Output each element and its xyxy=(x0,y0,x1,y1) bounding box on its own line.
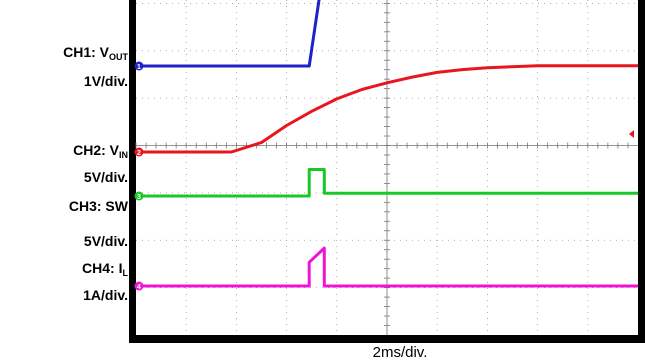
ch1-sub: OUT xyxy=(109,52,128,62)
trigger-level-icon xyxy=(629,130,634,138)
ch3-prefix: CH3: SW xyxy=(68,198,128,214)
ch2-marker-icon: 2 xyxy=(134,147,144,157)
ch2-name: CH2: VIN xyxy=(73,142,128,160)
ch2-scale: 5V/div. xyxy=(83,169,128,185)
trace-ch1 xyxy=(136,0,321,68)
ch2-sub: IN xyxy=(119,150,128,160)
ch1-prefix: CH1: V xyxy=(63,44,109,60)
scope-traces xyxy=(136,0,638,288)
trace-ch2 xyxy=(136,64,638,154)
ch2-marker-number: 2 xyxy=(137,150,141,157)
trace-ch4 xyxy=(136,246,638,288)
ch4-sub: L xyxy=(122,268,129,278)
ch1-marker-icon: 1 xyxy=(134,61,144,71)
ch1-name: CH1: VOUT xyxy=(63,44,128,62)
ch3-marker-dot xyxy=(134,191,144,201)
ch4-marker-dot xyxy=(134,281,144,291)
ch4-scale: 1A/div. xyxy=(83,287,128,303)
scope-grid xyxy=(135,0,638,335)
ch1-marker-dot xyxy=(134,61,144,71)
ch1-marker-number: 1 xyxy=(137,64,141,71)
ch3-scale: 5V/div. xyxy=(83,233,128,249)
ch4-marker-number: 4 xyxy=(137,284,141,291)
ch2-marker-dot xyxy=(134,147,144,157)
ch3-marker-number: 3 xyxy=(137,194,141,201)
ch4-label: CH4: IL 1A/div. xyxy=(82,260,129,303)
ch4-marker-icon: 4 xyxy=(134,281,144,291)
ch4-name: CH4: IL xyxy=(82,260,129,278)
timebase-label: 2ms/div. xyxy=(372,344,428,361)
ch1-scale: 1V/div. xyxy=(83,73,128,89)
ch4-prefix: CH4: I xyxy=(82,260,123,276)
ch2-label: CH2: VIN 5V/div. xyxy=(73,142,128,185)
ch3-name: CH3: SW xyxy=(69,198,128,214)
trace-ch3 xyxy=(136,168,638,198)
ch2-prefix: CH2: V xyxy=(73,142,119,158)
ch1-label: CH1: VOUT 1V/div. xyxy=(63,44,128,89)
ch3-marker-icon: 3 xyxy=(134,191,144,201)
channel-markers: 1 2 3 4 xyxy=(134,61,144,291)
oscilloscope-display: 1 2 3 4 xyxy=(129,0,645,343)
ch3-label: CH3: SW 5V/div. xyxy=(69,198,128,249)
